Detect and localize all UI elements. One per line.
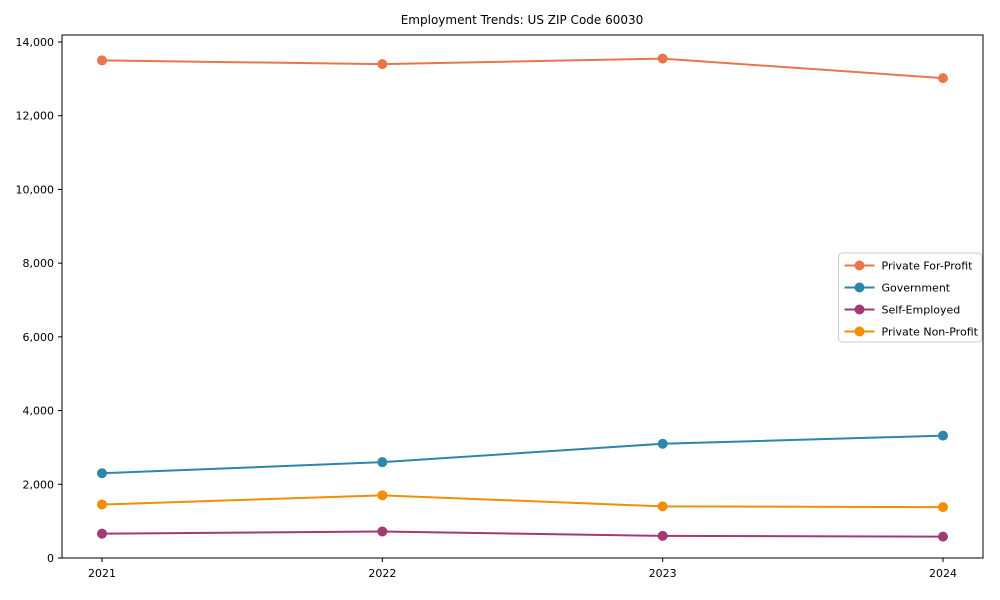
y-axis-tick-label: 2,000 [23, 478, 55, 491]
legend-swatch-marker-government [854, 282, 865, 293]
series-layer [97, 53, 948, 542]
series-line-self-employed [101, 530, 944, 538]
data-point-private-for-profit-2022 [377, 59, 388, 70]
data-point-private-for-profit-2023 [657, 53, 668, 64]
legend-layer: Private For-Profit Government Self-Employe… [838, 252, 983, 343]
y-axis-tick-label: 14,000 [16, 36, 55, 49]
axes-layer: 0 2,000 4,000 6,000 8,000 10,000 12,000 14,000 2… [16, 34, 984, 580]
legend-swatch-marker-self-employed [854, 304, 865, 315]
data-point-government-2023 [657, 438, 668, 449]
data-point-private-non-profit-2021 [97, 499, 107, 510]
series-line-private-for-profit [101, 57, 944, 80]
legend-box [838, 252, 983, 343]
data-point-self-employed-2022 [377, 526, 388, 537]
data-point-government-2021 [97, 468, 107, 479]
data-point-self-employed-2021 [97, 528, 107, 539]
data-point-private-non-profit-2022 [377, 490, 388, 501]
y-axis-tick-label: 12,000 [16, 110, 55, 123]
legend-label-self-employed: Self-Employed [882, 304, 961, 317]
x-axis-tick-label: 2021 [88, 567, 116, 580]
x-axis-tick-label: 2023 [649, 567, 677, 580]
data-point-self-employed-2023 [657, 530, 668, 541]
y-axis-tick-label: 6,000 [23, 331, 55, 344]
plot-border [61, 34, 984, 559]
legend-swatch-marker-private-non-profit [854, 326, 865, 337]
y-axis-tick-label: 0 [47, 552, 54, 565]
x-axis-tick-label: 2024 [929, 567, 957, 580]
legend-label-private-for-profit: Private For-Profit [882, 260, 974, 273]
x-axis-tick-label: 2022 [368, 567, 396, 580]
series-line-private-non-profit [101, 494, 944, 509]
data-point-government-2022 [377, 457, 388, 468]
legend-swatch-marker-private-for-profit [854, 260, 865, 271]
data-point-private-non-profit-2023 [657, 501, 668, 512]
data-point-government-2024 [938, 430, 948, 441]
y-axis-tick-label: 4,000 [23, 405, 55, 418]
legend-label-private-non-profit: Private Non-Profit [882, 326, 979, 339]
data-point-self-employed-2024 [938, 531, 948, 542]
data-point-private-non-profit-2024 [938, 502, 948, 513]
series-line-government [101, 434, 944, 475]
chart-title: Employment Trends: US ZIP Code 60030 [401, 13, 644, 27]
data-point-private-for-profit-2021 [97, 55, 107, 66]
legend-label-government: Government [882, 282, 951, 295]
y-axis-tick-label: 10,000 [16, 183, 55, 196]
y-axis-tick-label: 8,000 [23, 257, 55, 270]
data-point-private-for-profit-2024 [938, 73, 948, 84]
